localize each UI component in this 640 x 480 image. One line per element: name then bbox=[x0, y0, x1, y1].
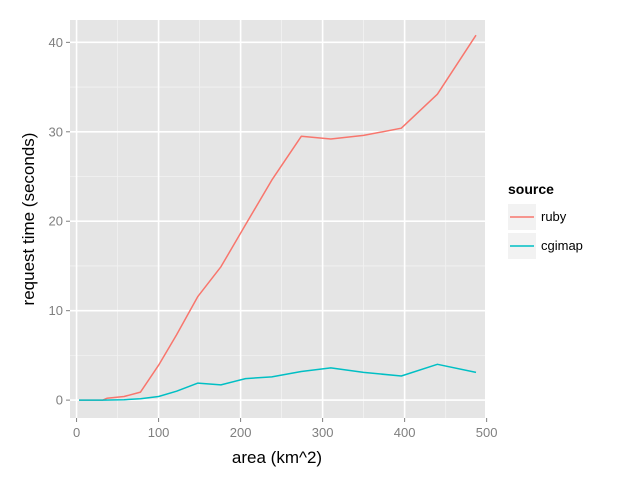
plot-panel bbox=[70, 20, 485, 418]
x-tick-label: 100 bbox=[148, 425, 170, 440]
legend-label-cgimap: cgimap bbox=[541, 238, 583, 253]
x-tick-label: 300 bbox=[312, 425, 334, 440]
legend-label-ruby: ruby bbox=[541, 209, 567, 224]
y-axis-title: request time (seconds) bbox=[19, 133, 38, 306]
x-tick-label: 0 bbox=[73, 425, 80, 440]
axis-ticks: 0 100 200 300 400 500 0 10 20 30 40 bbox=[49, 35, 498, 440]
y-tick-label: 0 bbox=[56, 393, 63, 408]
legend-title: source bbox=[508, 181, 554, 197]
y-tick-label: 20 bbox=[49, 214, 63, 229]
x-tick-label: 400 bbox=[394, 425, 416, 440]
major-gridlines bbox=[70, 20, 488, 418]
series-line-cgimap bbox=[79, 363, 477, 401]
y-tick-label: 30 bbox=[49, 124, 63, 139]
x-tick-label: 500 bbox=[476, 425, 498, 440]
series-line-ruby bbox=[79, 34, 477, 401]
legend-items: ruby cgimap bbox=[508, 204, 583, 259]
x-axis-title: area (km^2) bbox=[232, 448, 322, 467]
legend: source ruby cgimap bbox=[508, 181, 583, 259]
y-tick-label: 40 bbox=[49, 35, 63, 50]
y-tick-label: 10 bbox=[49, 303, 63, 318]
series-lines bbox=[79, 34, 477, 401]
x-tick-label: 200 bbox=[230, 425, 252, 440]
minor-gridlines bbox=[70, 20, 485, 418]
